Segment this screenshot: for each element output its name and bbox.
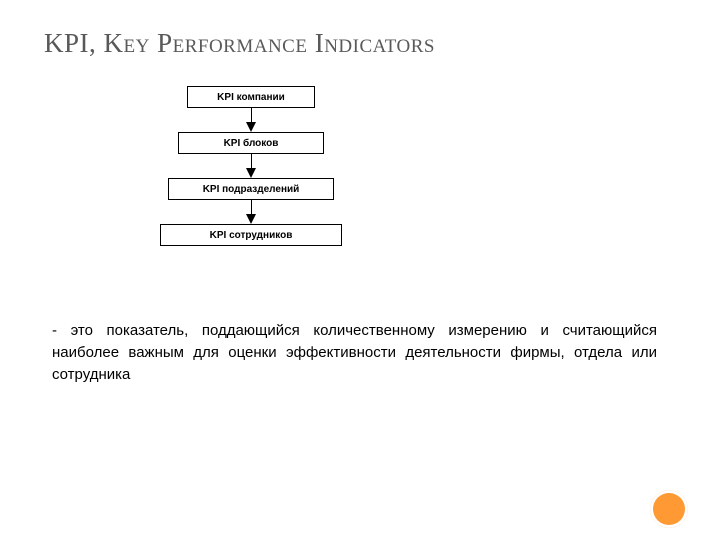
flow-node: KPI компании xyxy=(187,86,315,108)
flow-arrow xyxy=(246,108,256,132)
flow-arrow xyxy=(246,154,256,178)
flow-node: KPI подразделений xyxy=(168,178,334,200)
description-text: - это показатель, поддающийся количестве… xyxy=(52,320,657,385)
slide-title: KPI, Key Performance Indicators xyxy=(44,28,435,59)
flow-node: KPI блоков xyxy=(178,132,324,154)
kpi-flowchart: KPI компании KPI блоков KPI подразделений K… xyxy=(160,86,342,246)
decorative-circle xyxy=(650,490,688,528)
flow-node: KPI сотрудников xyxy=(160,224,342,246)
flow-arrow xyxy=(246,200,256,224)
